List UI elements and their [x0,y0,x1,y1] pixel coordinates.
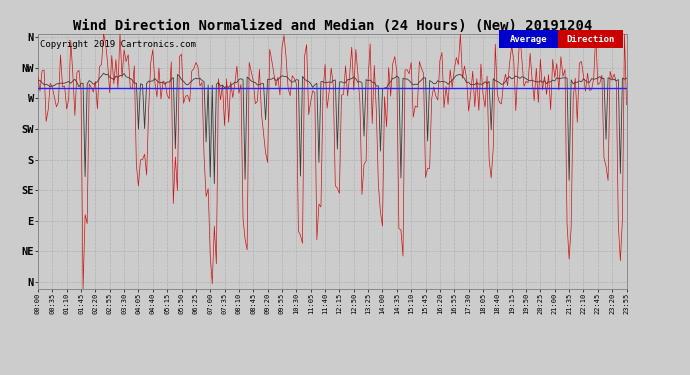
Text: Copyright 2019 Cartronics.com: Copyright 2019 Cartronics.com [40,40,196,49]
Title: Wind Direction Normalized and Median (24 Hours) (New) 20191204: Wind Direction Normalized and Median (24… [72,19,592,33]
Text: Average: Average [509,35,547,44]
Text: Direction: Direction [566,35,615,44]
